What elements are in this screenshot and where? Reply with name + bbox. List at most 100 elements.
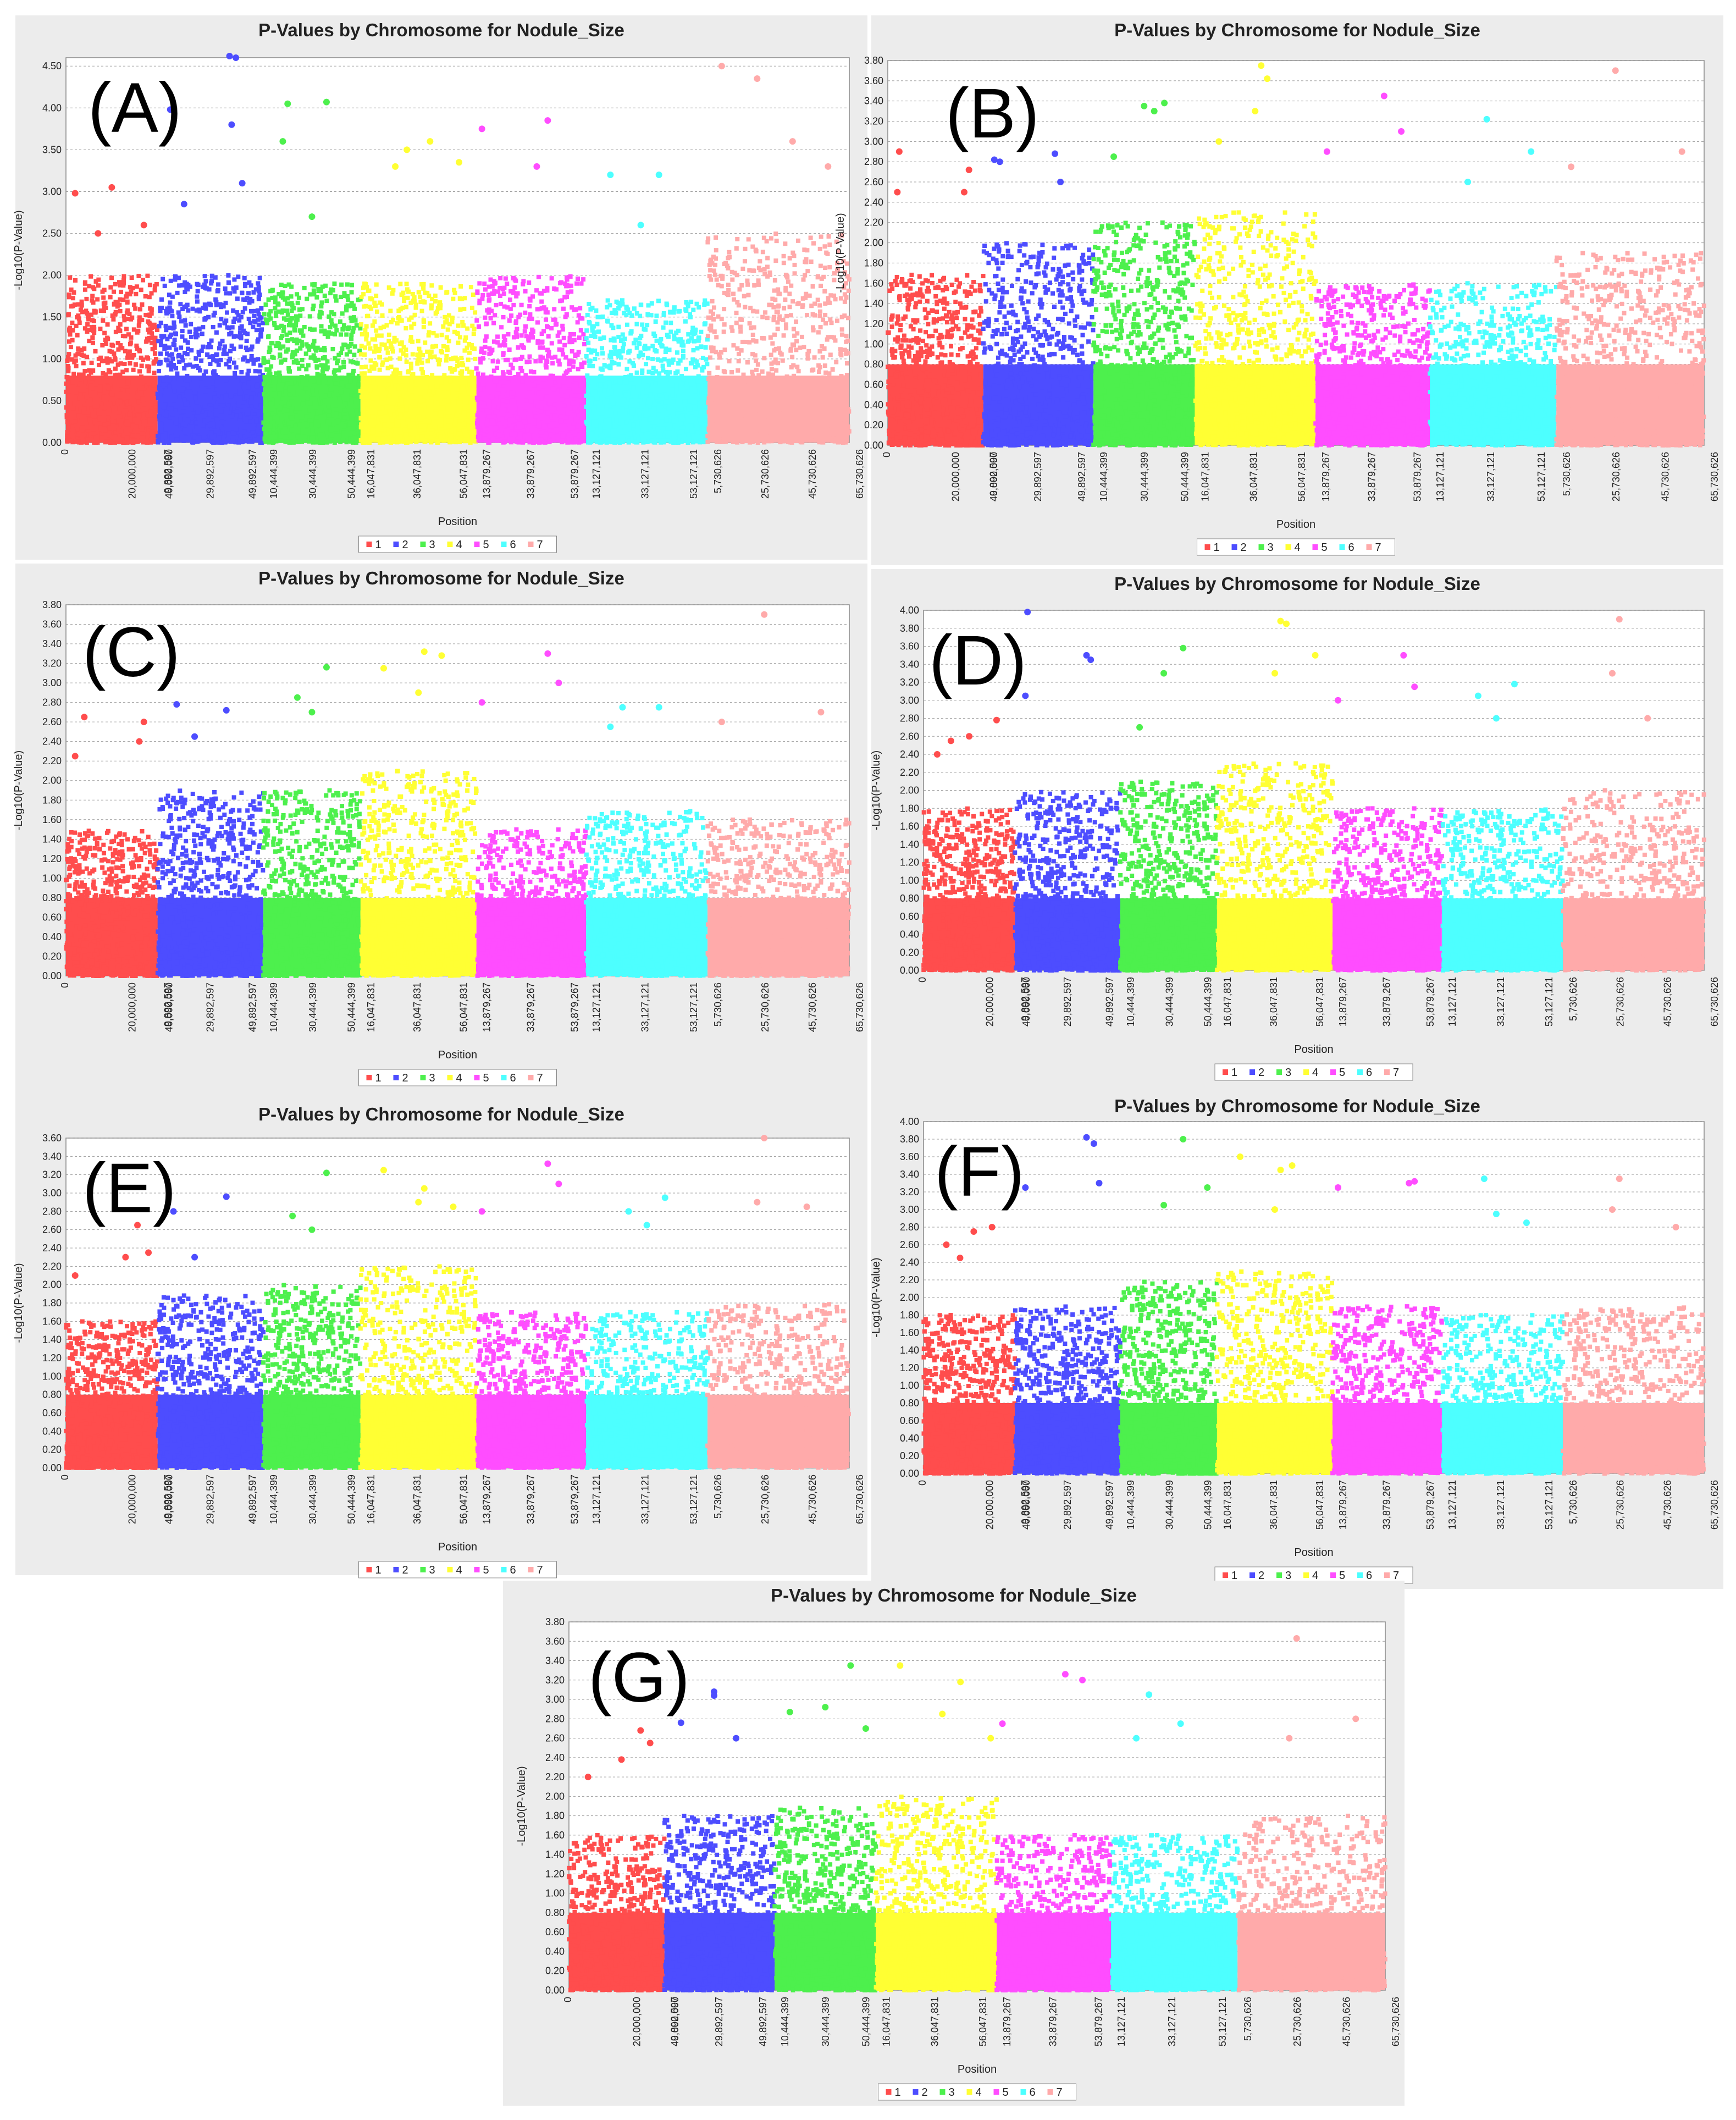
- data-point: [245, 358, 250, 363]
- data-point: [654, 313, 659, 318]
- data-point: [75, 352, 80, 357]
- data-point: [593, 357, 598, 362]
- data-point: [91, 437, 96, 441]
- data-point: [328, 291, 333, 296]
- data-point: [277, 325, 281, 330]
- data-point: [785, 398, 790, 402]
- peak-point: [607, 172, 614, 179]
- data-point: [91, 368, 96, 373]
- data-point: [672, 336, 677, 341]
- data-point: [362, 440, 367, 445]
- data-point: [589, 379, 594, 384]
- data-point: [827, 371, 832, 376]
- data-point: [93, 382, 98, 387]
- data-point: [599, 434, 604, 439]
- data-point: [679, 419, 684, 424]
- data-point: [613, 389, 618, 394]
- data-point: [634, 416, 639, 421]
- data-point: [307, 327, 312, 332]
- data-point: [812, 355, 817, 360]
- data-point: [500, 387, 505, 392]
- data-point: [118, 361, 123, 366]
- data-point: [87, 339, 92, 344]
- data-point: [233, 371, 237, 376]
- data-point: [495, 438, 500, 443]
- data-point: [438, 285, 443, 290]
- data-point: [528, 369, 533, 374]
- data-point: [349, 336, 354, 341]
- data-point: [421, 299, 425, 304]
- data-point: [64, 405, 69, 410]
- data-point: [84, 296, 89, 301]
- data-point: [502, 285, 507, 290]
- data-point: [681, 349, 685, 354]
- data-point: [745, 278, 750, 283]
- data-point: [417, 346, 422, 351]
- data-point: [790, 355, 795, 360]
- data-point: [696, 383, 701, 388]
- data-point: [649, 427, 654, 432]
- data-point: [177, 360, 182, 365]
- data-point: [203, 279, 208, 284]
- data-point: [676, 337, 681, 342]
- data-point: [380, 432, 385, 437]
- data-point: [177, 394, 182, 399]
- data-point: [172, 402, 176, 407]
- data-point: [576, 350, 581, 355]
- data-point: [461, 413, 466, 418]
- data-point: [544, 365, 549, 370]
- data-point: [312, 439, 317, 444]
- data-point: [284, 332, 289, 337]
- data-point: [139, 408, 143, 413]
- data-point: [614, 439, 619, 444]
- data-point: [571, 332, 576, 337]
- data-point: [777, 314, 782, 319]
- data-point: [583, 382, 588, 387]
- data-point: [770, 420, 775, 425]
- data-point: [257, 378, 262, 383]
- data-point: [523, 289, 528, 294]
- data-point: [362, 389, 367, 394]
- data-point: [628, 331, 633, 336]
- data-point: [836, 425, 841, 430]
- data-point: [125, 316, 130, 321]
- data-point: [837, 379, 842, 384]
- data-point: [434, 333, 439, 338]
- data-point: [274, 313, 279, 318]
- data-point: [842, 375, 847, 380]
- data-point: [115, 340, 120, 345]
- data-point: [449, 357, 454, 362]
- data-point: [605, 319, 610, 324]
- data-point: [81, 439, 86, 444]
- data-point: [490, 284, 495, 289]
- data-point: [397, 371, 402, 376]
- data-point: [726, 288, 731, 292]
- data-point: [575, 409, 580, 414]
- data-point: [312, 339, 317, 344]
- data-point: [438, 300, 443, 305]
- data-point: [478, 356, 483, 361]
- data-point: [250, 344, 255, 349]
- data-point: [703, 321, 708, 326]
- data-point: [638, 302, 643, 307]
- data-point: [642, 345, 647, 350]
- data-point: [631, 422, 636, 427]
- data-point: [286, 433, 291, 438]
- data-point: [434, 438, 439, 443]
- data-point: [339, 332, 344, 337]
- data-point: [209, 400, 214, 405]
- data-point: [86, 374, 91, 379]
- data-point: [445, 345, 450, 350]
- data-point: [586, 340, 591, 345]
- data-point: [555, 421, 560, 426]
- data-point: [268, 347, 273, 352]
- data-point: [195, 384, 200, 389]
- data-point: [469, 369, 474, 374]
- data-point: [214, 417, 219, 422]
- data-point: [218, 302, 223, 307]
- data-point: [634, 394, 639, 399]
- data-point: [605, 298, 610, 303]
- data-point: [634, 370, 639, 375]
- data-point: [65, 439, 70, 444]
- data-point: [377, 367, 382, 372]
